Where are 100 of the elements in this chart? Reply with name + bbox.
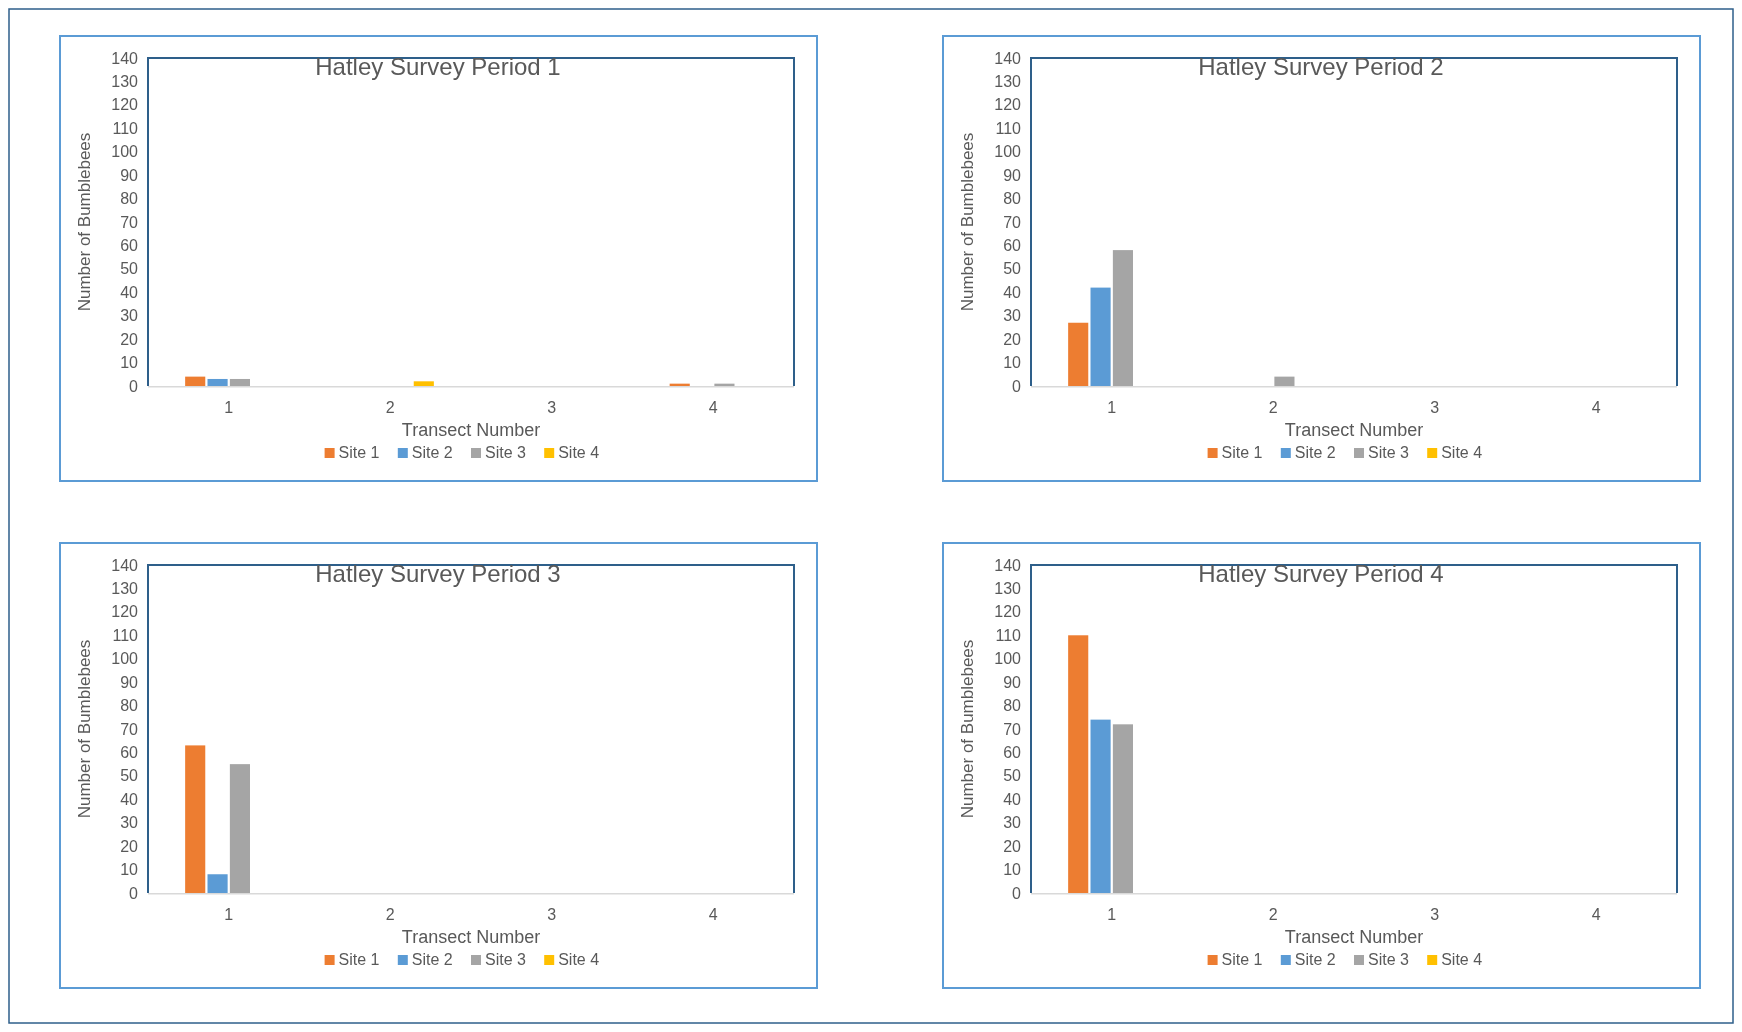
x-tick-label: 1: [1107, 399, 1117, 416]
x-tick-label: 4: [708, 399, 718, 416]
y-tick-label: 60: [120, 744, 139, 762]
y-tick-label: 0: [1012, 377, 1022, 395]
y-tick-label: 20: [120, 330, 139, 348]
y-tick-label: 60: [120, 237, 139, 255]
y-tick-label: 50: [1003, 767, 1022, 785]
x-tick-label: 2: [1268, 399, 1278, 416]
y-axis-title: Number of Bumblebees: [958, 639, 977, 819]
y-tick-label: 30: [120, 307, 139, 325]
bar: [1274, 376, 1295, 386]
y-tick-label: 100: [994, 650, 1022, 668]
bar: [1112, 250, 1133, 386]
x-axis-title: Transect Number: [401, 927, 541, 947]
legend-label: Site 3: [1368, 444, 1410, 461]
legend-label: Site 4: [1441, 951, 1483, 968]
x-tick-label: 2: [385, 399, 395, 416]
x-tick-label: 1: [224, 906, 234, 923]
y-tick-label: 140: [994, 49, 1022, 67]
bar: [1090, 287, 1111, 386]
y-tick-label: 80: [1003, 697, 1022, 715]
y-tick-label: 70: [120, 720, 139, 738]
y-tick-label: 140: [111, 556, 139, 574]
x-tick-label: 2: [1268, 906, 1278, 923]
y-tick-label: 40: [1003, 790, 1022, 808]
y-tick-label: 130: [994, 580, 1022, 598]
x-tick-label: 3: [1430, 399, 1440, 416]
legend-label: Site 3: [485, 951, 527, 968]
y-tick-label: 60: [1003, 237, 1022, 255]
y-tick-label: 80: [120, 190, 139, 208]
x-axis-title: Transect Number: [401, 420, 541, 440]
y-tick-label: 80: [1003, 190, 1022, 208]
y-tick-label: 30: [1003, 814, 1022, 832]
y-tick-label: 110: [995, 119, 1022, 137]
legend-label: Site 3: [485, 444, 527, 461]
x-tick-label: 3: [547, 399, 557, 416]
y-tick-label: 80: [120, 697, 139, 715]
x-tick-label: 4: [1591, 399, 1601, 416]
legend-label: Site 2: [1294, 444, 1336, 461]
legend-label: Site 1: [1221, 951, 1263, 968]
y-tick-label: 40: [120, 790, 139, 808]
y-tick-label: 30: [120, 814, 139, 832]
y-tick-label: 110: [112, 626, 139, 644]
y-tick-label: 0: [1012, 884, 1022, 902]
y-tick-label: 140: [111, 49, 139, 67]
legend-label: Site 3: [1368, 951, 1410, 968]
y-tick-label: 120: [111, 96, 139, 114]
x-tick-label: 4: [708, 906, 718, 923]
y-tick-label: 0: [129, 884, 139, 902]
y-tick-label: 90: [1003, 166, 1022, 184]
y-tick-label: 110: [995, 626, 1022, 644]
legend-label: Site 4: [1441, 444, 1483, 461]
y-tick-label: 90: [120, 166, 139, 184]
x-axis-title: Transect Number: [1284, 927, 1424, 947]
y-axis-title: Number of Bumblebees: [75, 639, 94, 819]
y-axis-title: Number of Bumblebees: [958, 132, 977, 312]
x-tick-label: 1: [1107, 906, 1117, 923]
y-tick-label: 20: [1003, 837, 1022, 855]
legend-label: Site 2: [411, 444, 453, 461]
legend-label: Site 4: [558, 444, 600, 461]
y-tick-label: 0: [129, 377, 139, 395]
legend-label: Site 1: [338, 951, 380, 968]
y-tick-label: 120: [111, 603, 139, 621]
chart-title: Hatley Survey Period 3: [315, 560, 561, 587]
y-tick-label: 60: [1003, 744, 1022, 762]
y-tick-label: 120: [994, 603, 1022, 621]
y-tick-label: 50: [120, 260, 139, 278]
y-tick-label: 50: [120, 767, 139, 785]
y-tick-label: 10: [1003, 354, 1022, 372]
chart-title: Hatley Survey Period 1: [315, 53, 561, 80]
y-tick-label: 110: [112, 119, 139, 137]
legend-label: Site 2: [1294, 951, 1336, 968]
x-tick-label: 2: [385, 906, 395, 923]
y-tick-label: 100: [111, 143, 139, 161]
y-tick-label: 70: [1003, 213, 1022, 231]
y-tick-label: 140: [994, 556, 1022, 574]
chart-title: Hatley Survey Period 2: [1198, 53, 1444, 80]
legend-label: Site 1: [338, 444, 380, 461]
y-tick-label: 70: [1003, 720, 1022, 738]
y-tick-label: 20: [120, 837, 139, 855]
y-tick-label: 100: [994, 143, 1022, 161]
y-tick-label: 120: [994, 96, 1022, 114]
x-tick-label: 4: [1591, 906, 1601, 923]
legend-label: Site 2: [411, 951, 453, 968]
y-tick-label: 130: [111, 73, 139, 91]
legend-label: Site 1: [1221, 444, 1263, 461]
y-tick-label: 30: [1003, 307, 1022, 325]
legend-label: Site 4: [558, 951, 600, 968]
y-axis-title: Number of Bumblebees: [75, 132, 94, 312]
y-tick-label: 40: [120, 283, 139, 301]
x-tick-label: 3: [1430, 906, 1440, 923]
y-tick-label: 10: [120, 861, 139, 879]
chart-title: Hatley Survey Period 4: [1198, 560, 1444, 587]
x-tick-label: 1: [224, 399, 234, 416]
y-tick-label: 100: [111, 650, 139, 668]
y-tick-label: 10: [1003, 861, 1022, 879]
x-axis-title: Transect Number: [1284, 420, 1424, 440]
y-tick-label: 90: [120, 673, 139, 691]
bar: [1068, 322, 1089, 386]
y-tick-label: 10: [120, 354, 139, 372]
